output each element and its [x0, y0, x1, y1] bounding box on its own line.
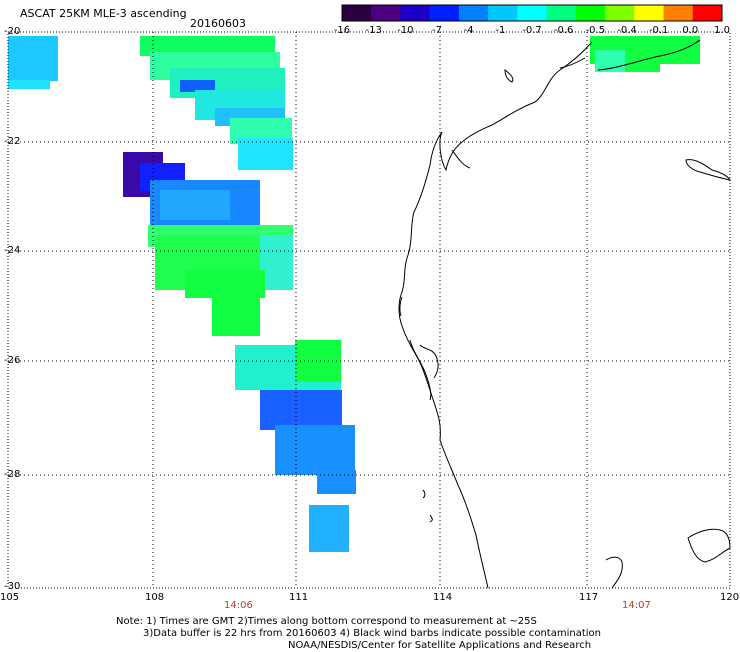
colorbar-tick-label: 0.0 — [682, 25, 699, 36]
colorbar-tick-label: -10 — [397, 25, 414, 36]
swath-block — [238, 138, 293, 170]
chart-date: 20160603 — [190, 17, 246, 30]
swath-blocks — [8, 36, 700, 552]
swath-block — [8, 80, 50, 89]
lon-label: 105 — [0, 592, 20, 603]
credit-line: NOAA/NESDIS/Center for Satellite Applica… — [288, 640, 592, 651]
swath-block — [309, 505, 349, 552]
colorbar-tick-label: -13 — [365, 25, 382, 36]
colorbar-tick-label: -4 — [463, 25, 474, 36]
colorbar-swatch — [458, 5, 489, 21]
swath-block — [260, 235, 293, 290]
grid-lines — [8, 32, 730, 588]
colorbar-tick-label: -7 — [432, 25, 442, 36]
colorbar-tick-label: -0.4 — [617, 25, 637, 36]
time-label: 14:06 — [224, 600, 253, 611]
coastline — [398, 39, 731, 589]
colorbar-swatch — [429, 5, 460, 21]
lat-label: -28 — [4, 469, 21, 480]
lon-label: 120 — [720, 592, 740, 603]
lon-label: 117 — [579, 592, 599, 603]
colorbar-tick-label: -16 — [333, 25, 351, 36]
note-line-2: 3)Data buffer is 22 hrs from 20160603 4)… — [143, 628, 601, 639]
colorbar-swatch — [488, 5, 518, 21]
swath-block — [275, 425, 355, 475]
lat-label: -24 — [4, 245, 21, 256]
time-label: 14:07 — [622, 600, 651, 611]
colorbar-tick-label: -0.7 — [522, 25, 542, 36]
lat-label: -30 — [4, 581, 21, 592]
lon-label: 111 — [289, 592, 309, 603]
colorbar-tick-label: -0.1 — [648, 25, 669, 36]
lon-label: 114 — [433, 592, 453, 603]
colorbar-swatch — [634, 5, 665, 21]
colorbar-tick-label: 1.0 — [714, 25, 730, 36]
colorbar-swatch — [342, 5, 372, 21]
swath-block — [212, 290, 260, 336]
swath-block — [140, 36, 275, 56]
map-frame — [7, 31, 731, 589]
colorbar-swatch — [575, 5, 606, 21]
note-line-1: Note: 1) Times are GMT 2)Times along bot… — [116, 616, 537, 627]
swath-block — [260, 390, 342, 430]
lat-label: -26 — [4, 355, 21, 366]
colorbar-swatch — [517, 5, 548, 21]
colorbar-border — [341, 4, 723, 22]
lat-label: -20 — [4, 26, 21, 37]
swath-block — [295, 340, 341, 382]
colorbar — [341, 4, 723, 22]
colorbar-swatch — [663, 5, 694, 21]
colorbar-tick-label: -1 — [495, 25, 506, 36]
colorbar-swatch — [692, 5, 723, 21]
swath-block — [317, 470, 356, 494]
colorbar-swatch — [400, 5, 431, 21]
swath-block — [160, 190, 230, 220]
chart-title: ASCAT 25KM MLE-3 ascending — [20, 7, 187, 20]
colorbar-tick-label: -0.5 — [585, 25, 606, 36]
colorbar-swatch — [546, 5, 577, 21]
swath-block — [625, 60, 660, 72]
lat-label: -22 — [4, 136, 21, 147]
swath-block — [8, 36, 58, 81]
colorbar-swatch — [371, 5, 401, 21]
lon-label: 108 — [145, 592, 165, 603]
colorbar-swatch — [605, 5, 635, 21]
colorbar-tick-label: -0.6 — [553, 25, 574, 36]
swath-block — [180, 80, 215, 92]
